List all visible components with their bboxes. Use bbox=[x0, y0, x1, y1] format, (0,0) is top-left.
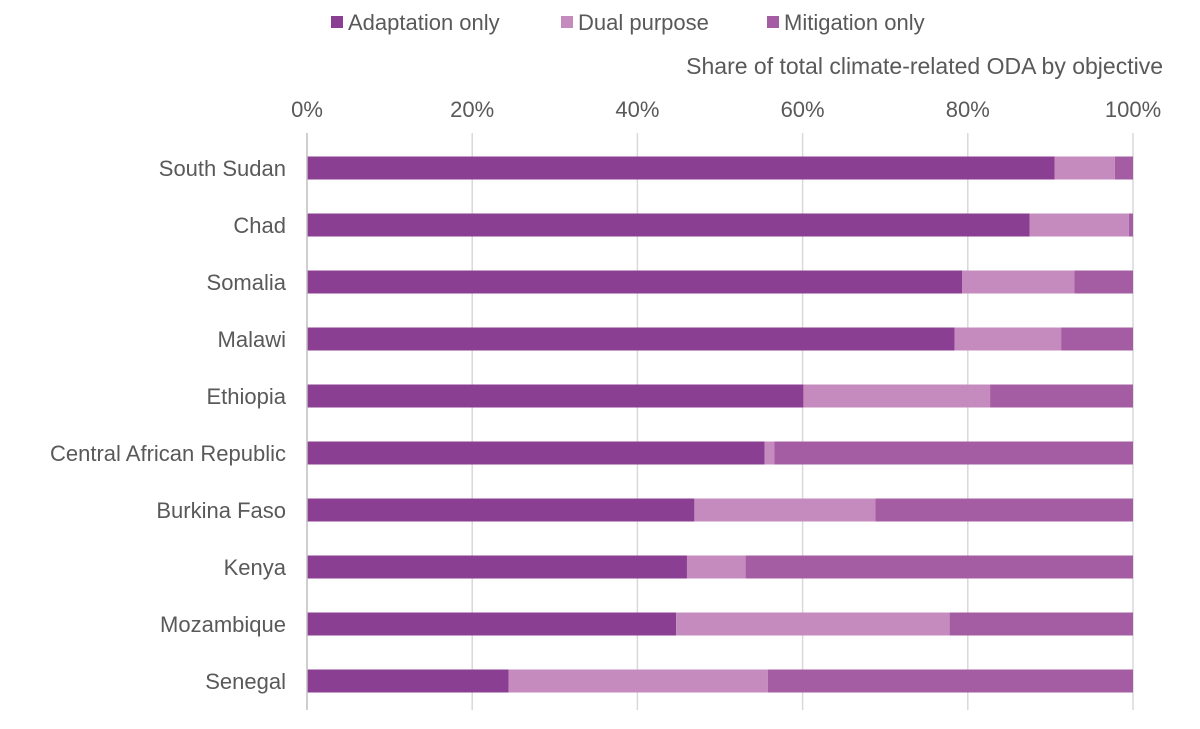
bar-segment bbox=[1029, 213, 1129, 237]
x-tick-label: 40% bbox=[615, 97, 659, 122]
bar-segment bbox=[686, 555, 746, 579]
legend-swatch bbox=[767, 16, 779, 28]
y-category-label: Kenya bbox=[224, 555, 287, 580]
bar-segment bbox=[307, 384, 804, 408]
x-tick-label: 60% bbox=[781, 97, 825, 122]
legend-label: Dual purpose bbox=[578, 10, 709, 35]
bar-segment bbox=[1114, 156, 1133, 180]
bar-segment bbox=[875, 498, 1133, 522]
bar-segment bbox=[767, 669, 1133, 693]
axes: 0% 20% 40% 60% 80% 100% South Sudan Chad Somalia… bbox=[50, 97, 1161, 710]
bar-segment bbox=[307, 270, 963, 294]
bar-segment bbox=[694, 498, 876, 522]
y-category-label: Somalia bbox=[207, 270, 287, 295]
y-category-label: Burkina Faso bbox=[156, 498, 286, 523]
bar-segment bbox=[1054, 156, 1115, 180]
bar-segment bbox=[1074, 270, 1133, 294]
bar-segment bbox=[1128, 213, 1133, 237]
bar-segment bbox=[990, 384, 1133, 408]
bar-segment bbox=[764, 441, 775, 465]
bar-segment bbox=[676, 612, 950, 636]
x-tick-label: 100% bbox=[1105, 97, 1161, 122]
bar-segment bbox=[307, 669, 509, 693]
bar-segment bbox=[307, 156, 1055, 180]
bar-segment bbox=[803, 384, 991, 408]
y-category-label: Malawi bbox=[218, 327, 286, 352]
y-category-label: Chad bbox=[233, 213, 286, 238]
bars bbox=[307, 156, 1133, 693]
legend-swatch bbox=[561, 16, 573, 28]
x-tick-label: 0% bbox=[291, 97, 323, 122]
bar-segment bbox=[949, 612, 1133, 636]
x-axis-title: Share of total climate-related ODA by ob… bbox=[686, 53, 1163, 79]
bar-segment bbox=[1061, 327, 1133, 351]
bar-segment bbox=[307, 327, 955, 351]
bar-segment bbox=[307, 555, 687, 579]
bar-segment bbox=[745, 555, 1133, 579]
bar-segment bbox=[508, 669, 768, 693]
y-category-label: Central African Republic bbox=[50, 441, 286, 466]
y-category-label: South Sudan bbox=[159, 156, 286, 181]
bar-segment bbox=[307, 441, 765, 465]
y-category-label: Ethiopia bbox=[206, 384, 286, 409]
bar-segment bbox=[307, 498, 695, 522]
x-tick-label: 20% bbox=[450, 97, 494, 122]
legend-label: Mitigation only bbox=[784, 10, 925, 35]
legend-swatch bbox=[331, 16, 343, 28]
x-tick-label: 80% bbox=[946, 97, 990, 122]
bar-segment bbox=[307, 612, 677, 636]
legend-label: Adaptation only bbox=[348, 10, 500, 35]
bar-segment bbox=[954, 327, 1062, 351]
y-category-label: Mozambique bbox=[160, 612, 286, 637]
bar-segment bbox=[307, 213, 1030, 237]
legend: Adaptation only Dual purpose Mitigation on… bbox=[331, 10, 925, 35]
bar-segment bbox=[774, 441, 1133, 465]
bar-segment bbox=[962, 270, 1075, 294]
y-category-label: Senegal bbox=[205, 669, 286, 694]
